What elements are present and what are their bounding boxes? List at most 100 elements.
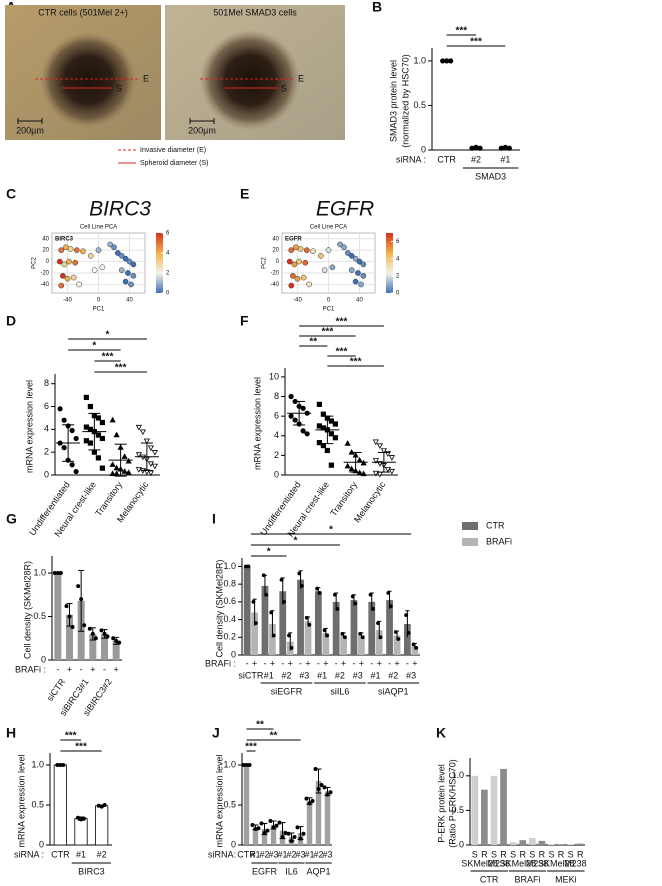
point (289, 839, 294, 844)
point (299, 584, 304, 588)
y-tick-label: 0 (46, 259, 50, 265)
point (303, 247, 310, 253)
x-tick-label: siCTR (238, 670, 263, 680)
y-tick-label: 1.0 (451, 770, 464, 780)
bar (269, 624, 276, 655)
series-tick-label: + (270, 658, 275, 668)
bar (548, 844, 555, 845)
chart-subtitle: Cell Line PCA (310, 225, 347, 231)
x-tick-label: #3 (322, 849, 332, 859)
x-tick-label: + (67, 664, 72, 674)
x-tick-label: #3 (295, 849, 305, 859)
y-axis-label: Cell density (SKMel28R) (22, 561, 32, 659)
bar (66, 614, 73, 660)
point (72, 259, 79, 266)
significance-label: * (106, 330, 110, 341)
chart-title: BIRC3 (89, 198, 151, 221)
point (282, 599, 286, 604)
point (69, 462, 75, 468)
point (315, 586, 320, 591)
panel-label: D (6, 313, 16, 329)
point (135, 424, 142, 431)
point (384, 466, 391, 473)
x-tick-label: 40 (356, 298, 363, 304)
x-tick-label: #2 (335, 670, 345, 680)
significance-label: ** (256, 720, 264, 731)
scale-bar (189, 118, 215, 124)
x-tick-label: -40 (63, 298, 72, 304)
point (247, 763, 252, 768)
point (130, 261, 137, 268)
bar (112, 640, 120, 660)
point (271, 633, 276, 638)
panel-label: J (212, 725, 220, 741)
y-axis-label: (Ratio P-ERK/HSC70) (447, 759, 457, 848)
x-tick-label: CTR (437, 154, 456, 164)
panel-label: E (240, 186, 249, 202)
x-tick-label: #1 (277, 849, 287, 859)
point (304, 796, 309, 801)
scale-bar (17, 118, 43, 124)
bar (101, 633, 108, 660)
colorbar-tick-label: 0 (166, 291, 170, 297)
point (87, 440, 93, 446)
point (61, 445, 67, 451)
point (404, 613, 409, 618)
x-tick-label: #2 (281, 670, 291, 680)
series-tick-label: + (359, 658, 364, 668)
point (506, 145, 512, 151)
point (353, 601, 358, 606)
point (147, 445, 154, 452)
bar (403, 624, 411, 655)
point (115, 250, 121, 256)
point (316, 401, 322, 407)
x-tick-label: S (548, 849, 554, 859)
point (393, 630, 398, 634)
point (73, 247, 80, 253)
point (66, 258, 72, 265)
point (296, 258, 302, 265)
bar (252, 827, 259, 845)
point (371, 607, 375, 611)
colorbar-tick-label: 0 (396, 291, 400, 297)
bar (324, 791, 331, 845)
point (386, 591, 391, 595)
y-tick-label: 6 (274, 411, 279, 421)
x-tick-label: #2 (286, 849, 296, 859)
y-tick-label: -20 (270, 271, 279, 277)
point (70, 624, 75, 629)
group-label: BRAFi (514, 874, 540, 884)
significance-label: * (293, 536, 297, 547)
bar (567, 844, 574, 845)
y-tick-label: 1.0 (33, 567, 46, 577)
significance-label: ** (270, 731, 278, 742)
bar (386, 600, 393, 655)
significance-label: *** (350, 357, 362, 368)
point (350, 594, 355, 599)
point (122, 255, 129, 262)
point (269, 610, 274, 615)
significance-label: *** (245, 742, 257, 753)
series-tick-label: - (281, 658, 284, 668)
point (411, 642, 416, 647)
bar (53, 764, 67, 846)
point (297, 246, 304, 252)
inset-label: BIRC3 (55, 237, 74, 243)
y-tick-label: 0 (421, 144, 426, 154)
series-tick-label: - (388, 658, 391, 668)
bar (306, 801, 313, 845)
panel-label: K (436, 725, 446, 741)
point (287, 633, 291, 638)
colorbar-tick-label: 6 (396, 239, 400, 245)
x-tick-label: #1 (76, 849, 86, 859)
colorbar-tick-label: 2 (166, 271, 170, 277)
y-tick-label: 4 (274, 430, 279, 440)
point (378, 635, 383, 640)
significance-label: * (329, 525, 333, 536)
point (80, 248, 86, 255)
point (316, 787, 321, 792)
x-tick-label: CTR (51, 849, 70, 859)
group-label: CTR (480, 874, 499, 884)
point (300, 274, 307, 281)
colorbar-tick-label: 2 (396, 273, 400, 279)
